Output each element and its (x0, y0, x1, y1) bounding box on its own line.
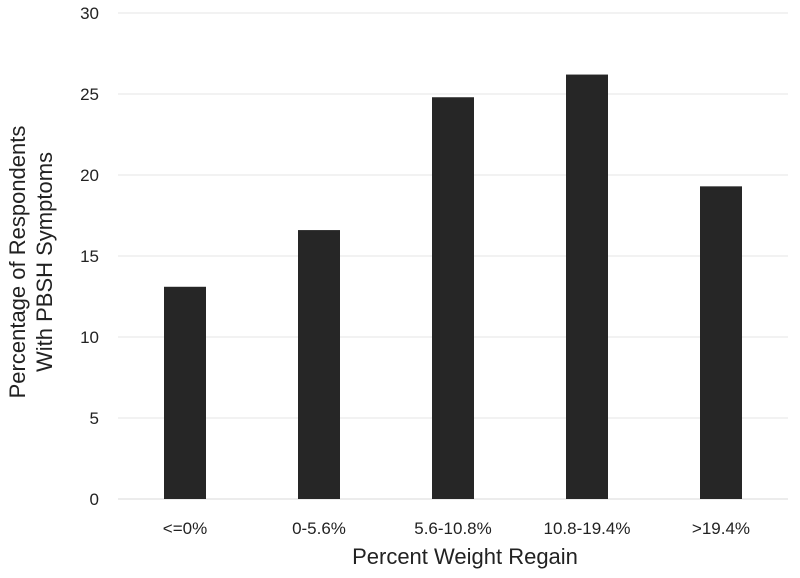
y-tick-label: 25 (80, 85, 99, 104)
bar-1 (164, 287, 206, 499)
y-tick-label: 10 (80, 328, 99, 347)
y-axis-tick-labels: 0 5 10 15 20 25 30 (80, 4, 99, 509)
y-axis-title-line-1: Percentage of Respondents (5, 126, 30, 399)
bar-5 (700, 186, 742, 499)
x-tick-label: <=0% (163, 519, 207, 538)
bar-3 (432, 97, 474, 499)
bars (164, 75, 742, 499)
x-axis-tick-labels: <=0% 0-5.6% 5.6-10.8% 10.8-19.4% >19.4% (163, 519, 750, 538)
bar-4 (566, 75, 608, 499)
y-tick-label: 30 (80, 4, 99, 23)
x-tick-label: >19.4% (692, 519, 750, 538)
x-tick-label: 0-5.6% (292, 519, 346, 538)
bar-2 (298, 230, 340, 499)
y-axis-title-line-2: With PBSH Symptoms (32, 152, 57, 372)
y-tick-label: 15 (80, 247, 99, 266)
x-tick-label: 5.6-10.8% (414, 519, 492, 538)
x-tick-label: 10.8-19.4% (544, 519, 631, 538)
y-axis-title: Percentage of Respondents With PBSH Symp… (5, 126, 57, 399)
y-tick-label: 0 (90, 490, 99, 509)
y-tick-label: 5 (90, 409, 99, 428)
y-tick-label: 20 (80, 166, 99, 185)
x-axis-title: Percent Weight Regain (352, 544, 578, 569)
